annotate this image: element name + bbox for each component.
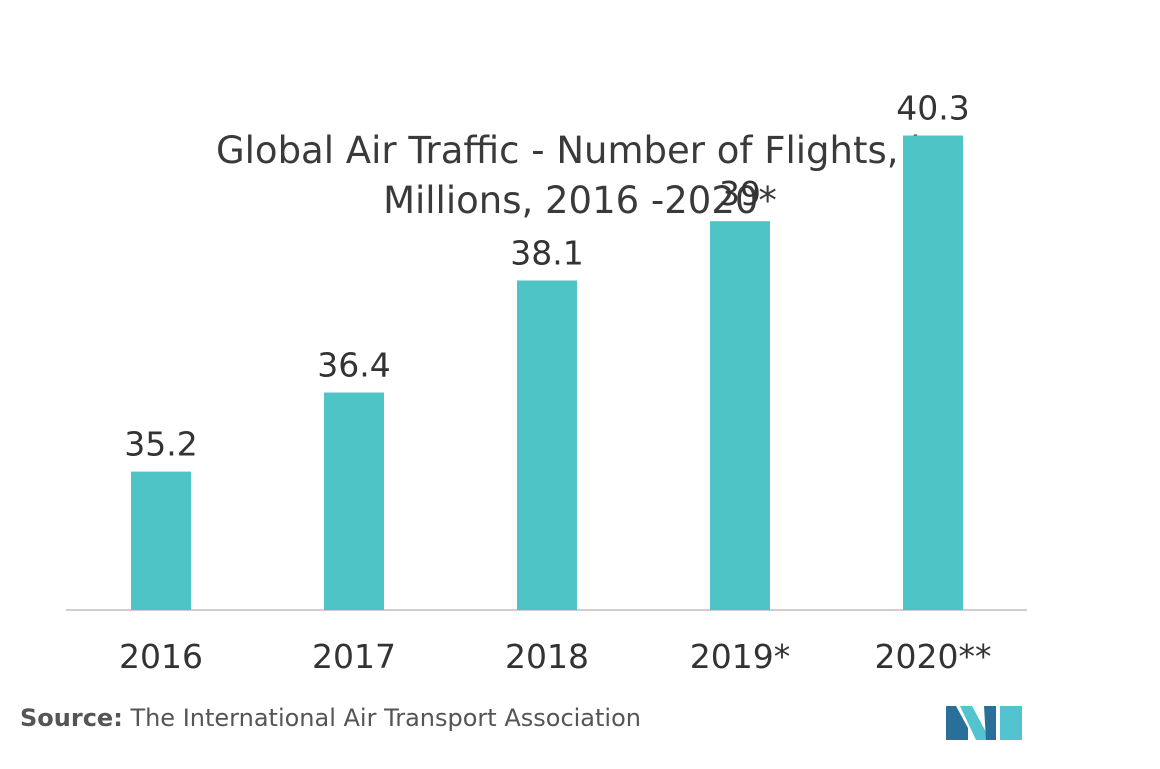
data-label: 38.1 bbox=[510, 234, 583, 273]
mordor-logo-icon bbox=[946, 706, 1022, 740]
x-tick-label: 2016 bbox=[119, 637, 203, 676]
source-text: The International Air Transport Associat… bbox=[130, 704, 641, 732]
source-label: Source: bbox=[20, 704, 123, 732]
chart-title: Global Air Traffic - Number of Flights, … bbox=[215, 129, 945, 222]
bar-2016 bbox=[131, 471, 191, 610]
x-tick-label: 2019* bbox=[690, 637, 790, 676]
x-tick-label: 2020** bbox=[875, 637, 992, 676]
bar-2018 bbox=[517, 280, 577, 610]
source-note: Source: The International Air Transport … bbox=[20, 704, 641, 732]
data-label: 40.3 bbox=[896, 89, 969, 128]
bar-2019 bbox=[710, 221, 770, 610]
bar-2017 bbox=[324, 392, 384, 610]
bar-2020 bbox=[903, 135, 963, 610]
data-label: 36.4 bbox=[317, 346, 390, 385]
x-tick-label: 2018 bbox=[505, 637, 589, 676]
data-label: 39 bbox=[719, 174, 761, 213]
data-label: 35.2 bbox=[124, 425, 197, 464]
x-tick-label: 2017 bbox=[312, 637, 396, 676]
